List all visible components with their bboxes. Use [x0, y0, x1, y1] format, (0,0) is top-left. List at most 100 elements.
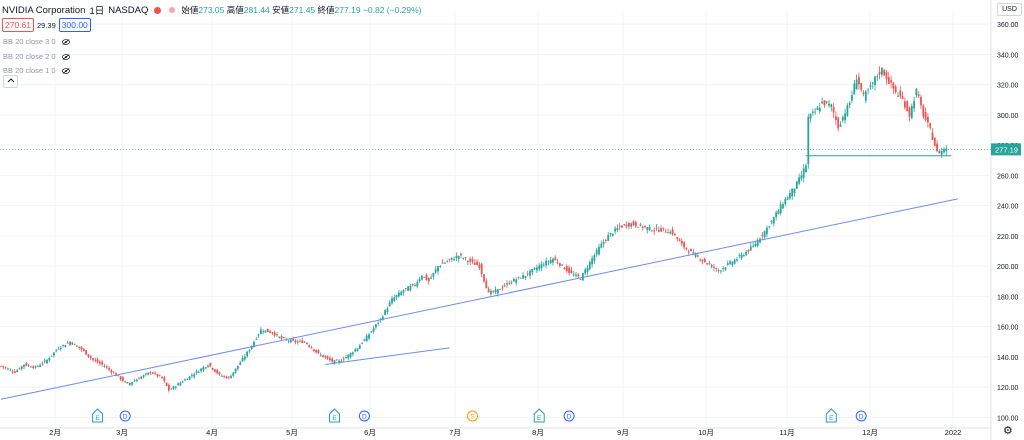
- eye-icon[interactable]: [61, 38, 70, 45]
- last-price-label: 277.19: [995, 145, 1018, 154]
- candle-body: [363, 339, 366, 341]
- candle-body: [871, 82, 874, 84]
- candle-body: [186, 379, 189, 381]
- candle-body: [128, 382, 131, 385]
- candle-body: [195, 371, 198, 373]
- candle-body: [99, 361, 101, 364]
- candle-body: [122, 377, 124, 381]
- candle-body: [62, 344, 64, 346]
- earnings-icon[interactable]: [92, 408, 104, 423]
- candle-body: [749, 246, 752, 251]
- indicator-row[interactable]: BB 20 close 2 0: [3, 52, 70, 61]
- eye-icon[interactable]: [61, 53, 70, 60]
- candle-body: [368, 334, 370, 339]
- candle-body: [50, 355, 53, 357]
- candle-body: [391, 298, 393, 304]
- candle-body: [605, 240, 607, 241]
- candle-body: [641, 226, 644, 228]
- collapse-legend-button[interactable]: [3, 75, 18, 88]
- candle-body: [260, 329, 262, 335]
- split-icon[interactable]: [467, 410, 478, 422]
- candle-body: [306, 342, 308, 345]
- symbol-name[interactable]: NVIDIA Corporation: [2, 4, 86, 16]
- candle-body: [276, 334, 278, 336]
- x-tick-label: 3月: [116, 428, 128, 437]
- candle-body: [628, 222, 630, 227]
- eye-icon[interactable]: [61, 67, 70, 74]
- x-tick-label: 6月: [364, 428, 376, 437]
- candle-body: [809, 113, 812, 119]
- candle-body: [119, 376, 122, 380]
- candle-body: [372, 328, 375, 332]
- candle-body: [416, 282, 419, 287]
- candle-body: [170, 388, 173, 390]
- y-tick-label: 180.00: [997, 294, 1019, 301]
- buy-button[interactable]: 300.00: [58, 18, 91, 32]
- candle-body: [204, 367, 207, 369]
- trendline-short[interactable]: [325, 347, 450, 365]
- candle-body: [586, 267, 589, 273]
- currency-button[interactable]: USD: [997, 3, 1022, 16]
- candle-body: [209, 362, 212, 367]
- candle-body: [269, 331, 271, 333]
- candle-body: [432, 272, 435, 277]
- interval-label[interactable]: 1日: [89, 6, 105, 17]
- candle-body: [894, 86, 897, 93]
- candle-body: [805, 165, 807, 173]
- earnings-icon[interactable]: [329, 408, 340, 423]
- candle-body: [775, 212, 777, 218]
- dividend-icon[interactable]: [119, 410, 131, 422]
- candle-body: [639, 224, 642, 226]
- candle-body: [326, 356, 329, 359]
- candle-body: [618, 225, 621, 227]
- chevron-up-icon: [7, 78, 14, 83]
- candle-body: [701, 259, 704, 261]
- indicator-row[interactable]: BB 20 close 1 0: [3, 66, 70, 75]
- candle-body: [676, 237, 679, 239]
- dividend-icon[interactable]: [563, 410, 575, 422]
- candle-body: [680, 240, 683, 244]
- dividend-icon[interactable]: [358, 410, 370, 422]
- gear-icon[interactable]: ⚙: [1003, 425, 1013, 437]
- candle-body: [278, 336, 281, 338]
- candle-body: [191, 375, 193, 377]
- candle-body: [582, 272, 584, 281]
- candle-body: [662, 227, 665, 229]
- candle-body: [395, 295, 398, 298]
- dividend-icon[interactable]: [855, 410, 867, 422]
- candle-body: [142, 375, 145, 377]
- candle-body: [494, 289, 497, 293]
- candle-body: [315, 349, 317, 353]
- candle-body: [910, 105, 913, 119]
- candle-body: [402, 290, 405, 293]
- candle-body: [892, 82, 895, 89]
- candle-body: [772, 217, 775, 224]
- candle-body: [878, 71, 881, 75]
- candle-body: [869, 85, 872, 88]
- candle-body: [940, 150, 943, 155]
- earnings-icon[interactable]: [533, 408, 545, 423]
- candle-body: [289, 339, 292, 343]
- candle-body: [356, 348, 359, 352]
- data-status-icon: [169, 7, 176, 13]
- candle-body: [542, 264, 545, 266]
- sell-button[interactable]: 270.61: [2, 18, 34, 32]
- candle-body: [830, 104, 833, 108]
- candle-body: [738, 255, 741, 257]
- candle-body: [549, 259, 552, 264]
- indicator-row[interactable]: BB 20 close 3 0: [3, 37, 70, 46]
- candle-body: [731, 261, 734, 266]
- y-tick-label: 360.00: [997, 22, 1019, 29]
- candle-body: [761, 234, 764, 236]
- candle-body: [464, 257, 467, 259]
- candle-body: [273, 332, 276, 336]
- candle-body: [835, 116, 837, 121]
- candle-body: [370, 331, 373, 333]
- candle-body: [499, 289, 501, 290]
- earnings-icon[interactable]: [825, 408, 837, 423]
- candle-body: [78, 346, 81, 348]
- candle-body: [708, 263, 711, 265]
- trendline-long[interactable]: [0, 198, 958, 400]
- candle-body: [264, 330, 267, 333]
